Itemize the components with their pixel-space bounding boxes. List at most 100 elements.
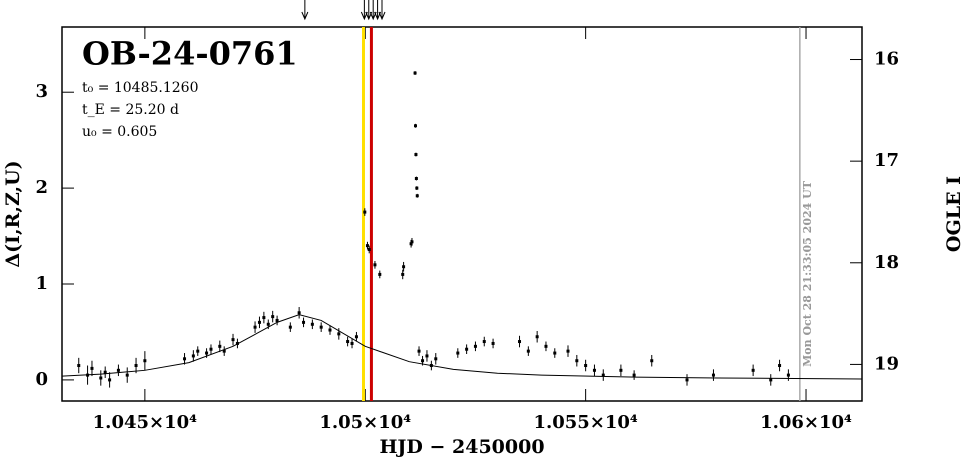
- data-point: [413, 71, 417, 75]
- y2-axis-label: OGLE I: [943, 176, 965, 252]
- y-axis-label: Δ(I,R,Z,U): [2, 160, 24, 267]
- data-point: [473, 344, 477, 348]
- data-point: [373, 263, 377, 267]
- data-point: [575, 359, 579, 363]
- data-point: [429, 364, 433, 368]
- data-point: [751, 368, 755, 372]
- arrow: [374, 0, 382, 21]
- chart-title: OB-24-0761: [82, 35, 298, 73]
- y-tick-label: 2: [35, 177, 48, 198]
- param: t_E = 25.20 d: [82, 102, 179, 118]
- data-point: [414, 153, 418, 157]
- data-point: [125, 373, 129, 377]
- data-point: [378, 272, 382, 276]
- data-point: [778, 364, 782, 368]
- data-point: [410, 240, 414, 244]
- y-tick-label: 0: [35, 369, 48, 390]
- data-point: [183, 357, 187, 361]
- data-point: [365, 244, 369, 248]
- data-point: [601, 373, 605, 377]
- data-point: [257, 320, 261, 324]
- data-point: [685, 378, 689, 382]
- data-point: [77, 364, 81, 368]
- data-point: [632, 373, 636, 377]
- data-point: [262, 316, 266, 320]
- data-point: [434, 357, 438, 361]
- data-point: [769, 378, 773, 382]
- data-point: [592, 368, 596, 372]
- y-tick-label: 3: [35, 81, 48, 102]
- data-point: [417, 349, 421, 353]
- plot-frame: [61, 26, 863, 402]
- arrow: [360, 0, 368, 21]
- data-point: [402, 265, 406, 269]
- annotation: Mon Oct 28 21:33:05 2024 UT: [801, 180, 814, 367]
- param: t₀ = 10485.1260: [82, 80, 198, 96]
- data-point: [425, 354, 429, 358]
- data-point: [354, 335, 358, 339]
- arrow: [301, 0, 309, 21]
- data-point: [134, 364, 138, 368]
- data-point: [266, 322, 270, 326]
- y-tick-label: 1: [35, 273, 48, 294]
- y2-tick-label: 18: [874, 252, 899, 273]
- data-point: [518, 340, 522, 344]
- data-point: [231, 338, 235, 342]
- data-point: [90, 366, 94, 370]
- data-point: [650, 359, 654, 363]
- data-point: [143, 359, 147, 363]
- data-point: [271, 315, 275, 319]
- data-point: [253, 325, 257, 329]
- data-point: [535, 335, 539, 339]
- data-point: [116, 368, 120, 372]
- data-point: [205, 351, 209, 355]
- data-point: [414, 177, 418, 181]
- data-point: [310, 322, 314, 326]
- data-point: [413, 124, 417, 128]
- data-point: [363, 210, 367, 214]
- y2-tick-label: 17: [874, 150, 899, 171]
- data-point: [786, 373, 790, 377]
- x-tick-label: 1.055×10⁴: [533, 412, 637, 433]
- data-point: [103, 370, 107, 374]
- data-point: [346, 340, 350, 344]
- data-point: [553, 351, 557, 355]
- data-point: [288, 325, 292, 329]
- y2-tick-label: 16: [874, 49, 899, 70]
- param: u₀ = 0.605: [82, 124, 157, 140]
- data-point: [302, 320, 306, 324]
- data-point: [566, 349, 570, 353]
- data-point: [367, 247, 371, 251]
- x-tick-label: 1.05×10⁴: [319, 412, 411, 433]
- model-curve: [61, 314, 863, 380]
- data-point: [275, 318, 279, 322]
- data-point: [108, 378, 112, 382]
- y2-tick-label: 19: [874, 353, 899, 374]
- data-point: [584, 364, 588, 368]
- data-point: [491, 341, 495, 345]
- data-point: [350, 341, 354, 345]
- data-point: [401, 272, 405, 276]
- x-tick-label: 1.06×10⁴: [760, 412, 852, 433]
- x-tick-label: 1.045×10⁴: [93, 412, 197, 433]
- data-point: [328, 328, 332, 332]
- data-point: [421, 359, 425, 363]
- x-axis-label: HJD − 2450000: [379, 436, 544, 458]
- data-point: [297, 311, 301, 315]
- data-point: [319, 325, 323, 329]
- data-point: [465, 347, 469, 351]
- data-point: [456, 351, 460, 355]
- arrow: [378, 0, 386, 21]
- data-point: [218, 344, 222, 348]
- data-point: [337, 332, 341, 336]
- arrow: [365, 0, 373, 21]
- data-point: [415, 194, 419, 198]
- data-point: [86, 373, 90, 377]
- data-point: [196, 349, 200, 353]
- data-point: [209, 347, 213, 351]
- data-point: [482, 340, 486, 344]
- data-point: [191, 354, 195, 358]
- data-point: [99, 376, 103, 380]
- arrow: [369, 0, 377, 21]
